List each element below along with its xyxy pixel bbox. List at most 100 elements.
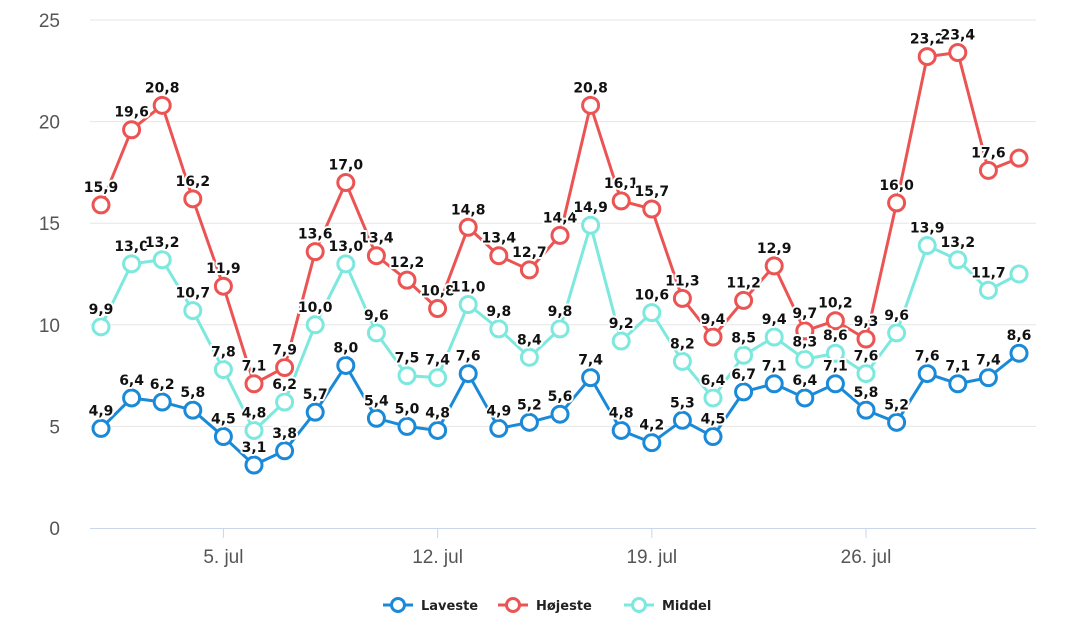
data-point[interactable] <box>672 288 692 308</box>
data-point[interactable] <box>825 374 845 394</box>
data-point[interactable] <box>152 95 172 115</box>
data-point[interactable] <box>887 412 907 432</box>
data-point[interactable] <box>734 382 754 402</box>
data-point[interactable] <box>519 347 539 367</box>
data-point[interactable] <box>122 254 142 274</box>
data-point[interactable] <box>458 364 478 384</box>
data-point[interactable] <box>152 250 172 270</box>
data-point[interactable] <box>917 47 937 67</box>
data-point[interactable] <box>795 321 815 341</box>
data-point[interactable] <box>244 455 264 475</box>
data-point[interactable] <box>305 315 325 335</box>
data-point[interactable] <box>336 355 356 375</box>
data-point[interactable] <box>183 189 203 209</box>
data-point[interactable] <box>642 303 662 323</box>
data-point[interactable] <box>703 427 723 447</box>
data-point[interactable] <box>183 301 203 321</box>
data-point[interactable] <box>795 349 815 369</box>
y-axis: 0 5 10 15 20 25 <box>39 11 60 540</box>
data-point[interactable] <box>581 368 601 388</box>
data-label: 17,6 <box>971 145 1006 161</box>
data-point[interactable] <box>428 420 448 440</box>
data-point[interactable] <box>611 420 631 440</box>
data-point[interactable] <box>152 392 172 412</box>
data-point[interactable] <box>244 374 264 394</box>
data-point[interactable] <box>734 290 754 310</box>
data-point[interactable] <box>611 331 631 351</box>
data-point[interactable] <box>978 368 998 388</box>
data-point[interactable] <box>336 173 356 193</box>
legend-item-laveste[interactable]: Laveste <box>383 597 478 615</box>
data-point[interactable] <box>764 256 784 276</box>
data-point[interactable] <box>1009 343 1029 363</box>
legend-item-højeste[interactable]: Højeste <box>498 597 592 615</box>
data-point[interactable] <box>672 410 692 430</box>
data-point[interactable] <box>978 280 998 300</box>
data-point[interactable] <box>183 400 203 420</box>
data-point[interactable] <box>489 418 509 438</box>
data-label: 13,4 <box>359 231 394 247</box>
data-point[interactable] <box>856 329 876 349</box>
data-point[interactable] <box>948 43 968 63</box>
data-point[interactable] <box>91 317 111 337</box>
data-point[interactable] <box>336 254 356 274</box>
data-point[interactable] <box>703 327 723 347</box>
data-point[interactable] <box>948 374 968 394</box>
data-point[interactable] <box>275 357 295 377</box>
data-point[interactable] <box>856 400 876 420</box>
legend-item-middel[interactable]: Middel <box>624 597 711 615</box>
data-point[interactable] <box>887 193 907 213</box>
data-point[interactable] <box>275 441 295 461</box>
data-point[interactable] <box>397 366 417 386</box>
data-point[interactable] <box>213 276 233 296</box>
data-point[interactable] <box>428 299 448 319</box>
data-point[interactable] <box>672 351 692 371</box>
data-point[interactable] <box>764 374 784 394</box>
data-point[interactable] <box>642 433 662 453</box>
data-point[interactable] <box>213 427 233 447</box>
data-point[interactable] <box>458 294 478 314</box>
data-point[interactable] <box>428 368 448 388</box>
data-point[interactable] <box>1009 264 1029 284</box>
data-point[interactable] <box>703 388 723 408</box>
data-point[interactable] <box>305 402 325 422</box>
data-point[interactable] <box>825 343 845 363</box>
data-point[interactable] <box>244 420 264 440</box>
data-point[interactable] <box>581 215 601 235</box>
data-point[interactable] <box>611 191 631 211</box>
data-point[interactable] <box>91 195 111 215</box>
data-point[interactable] <box>213 360 233 380</box>
data-point[interactable] <box>122 120 142 140</box>
data-point[interactable] <box>917 364 937 384</box>
data-point[interactable] <box>122 388 142 408</box>
data-point[interactable] <box>642 199 662 219</box>
data-point[interactable] <box>887 323 907 343</box>
data-point[interactable] <box>366 246 386 266</box>
data-point[interactable] <box>948 250 968 270</box>
data-point[interactable] <box>550 225 570 245</box>
data-point[interactable] <box>764 327 784 347</box>
data-point[interactable] <box>91 418 111 438</box>
data-point[interactable] <box>519 260 539 280</box>
data-point[interactable] <box>978 160 998 180</box>
data-point[interactable] <box>734 345 754 365</box>
data-point[interactable] <box>458 217 478 237</box>
data-point[interactable] <box>489 319 509 339</box>
data-point[interactable] <box>366 408 386 428</box>
data-point[interactable] <box>397 270 417 290</box>
data-point[interactable] <box>397 416 417 436</box>
data-point[interactable] <box>305 242 325 262</box>
data-point[interactable] <box>917 236 937 256</box>
data-point[interactable] <box>856 364 876 384</box>
data-point[interactable] <box>519 412 539 432</box>
data-point[interactable] <box>489 246 509 266</box>
data-point[interactable] <box>275 392 295 412</box>
data-point[interactable] <box>550 404 570 424</box>
data-point[interactable] <box>795 388 815 408</box>
y-tick-label: 0 <box>49 519 60 540</box>
data-point[interactable] <box>1009 148 1029 168</box>
data-point[interactable] <box>550 319 570 339</box>
data-point[interactable] <box>825 311 845 331</box>
data-point[interactable] <box>366 323 386 343</box>
data-point[interactable] <box>581 95 601 115</box>
